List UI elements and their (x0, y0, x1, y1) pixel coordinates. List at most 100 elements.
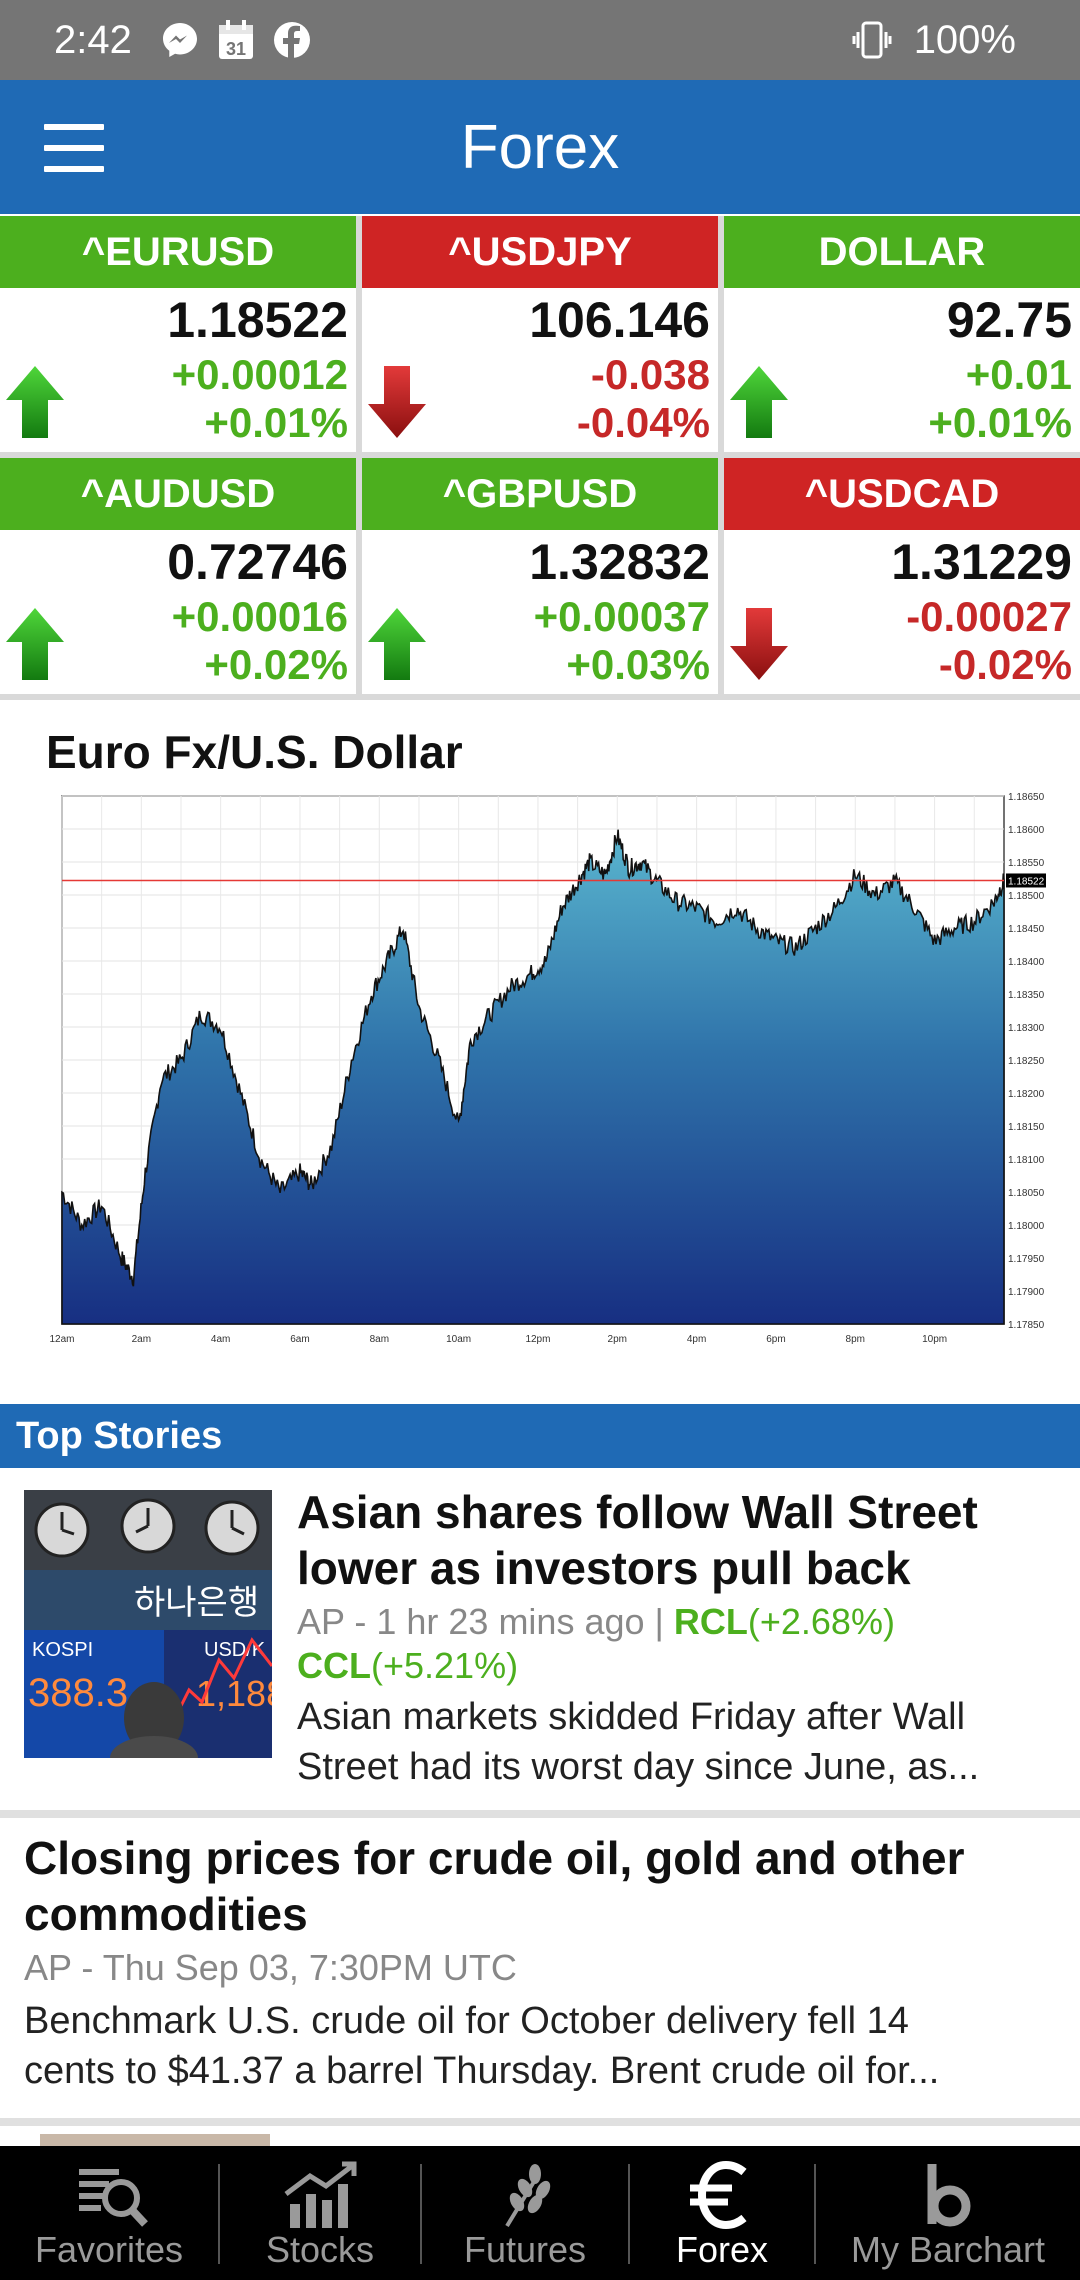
y-tick-label: 1.18000 (1008, 1221, 1045, 1232)
nav-separator (218, 2164, 220, 2264)
favorites-icon (79, 2169, 148, 2227)
quote-price: 1.31229 (891, 534, 1072, 590)
y-tick-label: 1.18600 (1008, 825, 1045, 836)
next-story-thumbnail-peek (40, 2134, 270, 2146)
x-tick-label: 12pm (525, 1334, 550, 1345)
quote-price: 0.72746 (167, 534, 348, 590)
vibrate-icon (852, 21, 892, 59)
bottom-nav: Favorites Stocks Futur (0, 2146, 1080, 2280)
y-tick-label: 1.18400 (1008, 957, 1045, 968)
stock-board-photo: 하나은행 KOSPI 388.3 USD/K 1,188 (24, 1490, 272, 1758)
arrow-down-icon (730, 608, 788, 680)
quote-percent: -0.04% (576, 399, 710, 446)
story-summary: Benchmark U.S. crude oil for October del… (24, 2000, 940, 2092)
y-tick-label: 1.18100 (1008, 1155, 1045, 1166)
quote-symbol: ^GBPUSD (362, 458, 718, 530)
nav-separator (420, 2164, 422, 2264)
arrow-up-icon (6, 366, 64, 438)
y-tick-label: 1.18050 (1008, 1188, 1045, 1199)
quote-tile-usdjpy[interactable]: ^USDJPY 106.146 -0.038 -0.04% (362, 216, 718, 452)
nav-forex[interactable]: Forex (630, 2146, 814, 2280)
y-tick-label: 1.17850 (1008, 1320, 1045, 1331)
x-tick-label: 2am (132, 1334, 151, 1345)
story-title[interactable]: Asian shares follow Wall Street lower as… (297, 1486, 978, 1594)
y-tick-label: 1.18200 (1008, 1089, 1045, 1100)
y-tick-label: 1.18650 (1008, 792, 1045, 803)
y-tick-label: 1.18150 (1008, 1122, 1045, 1133)
chart-title: Euro Fx/U.S. Dollar (46, 726, 463, 778)
arrow-up-icon (368, 608, 426, 680)
euro-icon (690, 2160, 747, 2230)
quote-tile-usdcad[interactable]: ^USDCAD 1.31229 -0.00027 -0.02% (724, 458, 1080, 694)
arrow-up-icon (6, 608, 64, 680)
x-tick-label: 4am (211, 1334, 230, 1345)
futures-icon (505, 2164, 551, 2228)
quote-symbol: ^USDCAD (724, 458, 1080, 530)
x-tick-label: 6pm (766, 1334, 785, 1345)
quote-symbol: ^EURUSD (0, 216, 356, 288)
nav-futures[interactable]: Futures (422, 2146, 628, 2280)
story-item[interactable]: Closing prices for crude oil, gold and o… (0, 1820, 1080, 2120)
arrow-down-icon (368, 366, 426, 438)
top-stories-header: Top Stories (0, 1404, 1080, 1468)
nav-favorites[interactable]: Favorites (0, 2146, 218, 2280)
x-tick-label: 8pm (846, 1334, 865, 1345)
svg-text:KOSPI: KOSPI (32, 1639, 93, 1661)
arrow-up-icon (730, 366, 788, 438)
barchart-logo-icon (927, 2164, 971, 2227)
svg-text:388.3: 388.3 (28, 1671, 128, 1715)
quote-tile-eurusd[interactable]: ^EURUSD 1.18522 +0.00012 +0.01% (0, 216, 356, 452)
quote-change: +0.00037 (533, 593, 710, 640)
y-tick-label: 1.18550 (1008, 858, 1045, 869)
stocks-icon (284, 2161, 357, 2228)
quote-tile-dollar[interactable]: DOLLAR 92.75 +0.01 +0.01% (724, 216, 1080, 452)
story-meta: AP - 1 hr 23 mins ago | RCL(+2.68%) (297, 1601, 895, 1642)
x-tick-label: 6am (290, 1334, 309, 1345)
svg-text:USD/K: USD/K (204, 1639, 266, 1661)
svg-text:하나은행: 하나은행 (134, 1583, 259, 1623)
status-bar: 2:42 31 100% (0, 0, 1080, 80)
last-price-marker: 1.18522 (1006, 873, 1046, 888)
nav-my-barchart[interactable]: My Barchart (816, 2146, 1080, 2280)
story-item[interactable]: 하나은행 KOSPI 388.3 USD/K 1,188 Asian share… (0, 1470, 1080, 1810)
x-axis-ticks: 12am 2am 4am 6am 8am 10am 12pm 2pm 4pm 6pm 8pm 10pm (49, 1334, 947, 1345)
story-meta: AP - Thu Sep 03, 7:30PM UTC (24, 1947, 517, 1988)
quote-percent: +0.01% (928, 399, 1072, 446)
story-title[interactable]: Closing prices for crude oil, gold and o… (24, 1832, 965, 1940)
status-time: 2:42 (54, 18, 132, 62)
app-bar: Forex (0, 80, 1080, 214)
quote-tile-audusd[interactable]: ^AUDUSD 0.72746 +0.00016 +0.02% (0, 458, 356, 694)
quote-change: +0.00012 (171, 351, 348, 398)
quote-percent: -0.02% (938, 641, 1072, 688)
x-tick-label: 4pm (687, 1334, 706, 1345)
y-tick-label: 1.18250 (1008, 1056, 1045, 1067)
story-summary: Asian markets skidded Friday after Wall … (297, 1696, 980, 1788)
quote-price: 106.146 (529, 292, 710, 348)
y-tick-label: 1.17900 (1008, 1287, 1045, 1298)
menu-icon[interactable] (30, 108, 120, 188)
quote-change: -0.038 (590, 351, 710, 398)
messenger-icon (163, 23, 197, 57)
price-chart[interactable]: 1.18650 1.18600 1.18550 1.18500 1.18450 1.184… (0, 790, 1080, 1350)
ticker-link-rcl[interactable]: RCL (673, 1601, 748, 1642)
story-divider (0, 1810, 1080, 1818)
notification-icons: 31 (160, 18, 312, 62)
quote-percent: +0.01% (204, 399, 348, 446)
quote-change: -0.00027 (906, 593, 1072, 640)
quote-price: 92.75 (946, 292, 1072, 348)
nav-separator (628, 2164, 630, 2264)
facebook-icon (274, 22, 310, 58)
quote-tile-gbpusd[interactable]: ^GBPUSD 1.32832 +0.00037 +0.03% (362, 458, 718, 694)
quote-price: 1.32832 (529, 534, 710, 590)
y-tick-label: 1.17950 (1008, 1254, 1045, 1265)
system-icons: 100% (850, 16, 1016, 64)
quote-price: 1.18522 (167, 292, 348, 348)
story-thumbnail[interactable]: 하나은행 KOSPI 388.3 USD/K 1,188 (24, 1490, 272, 1758)
quote-symbol: ^AUDUSD (0, 458, 356, 530)
nav-stocks[interactable]: Stocks (220, 2146, 420, 2280)
ticker-link-ccl[interactable]: CCL (297, 1645, 371, 1686)
quote-symbol: DOLLAR (724, 216, 1080, 288)
story-divider (0, 2118, 1080, 2126)
x-tick-label: 8am (370, 1334, 389, 1345)
